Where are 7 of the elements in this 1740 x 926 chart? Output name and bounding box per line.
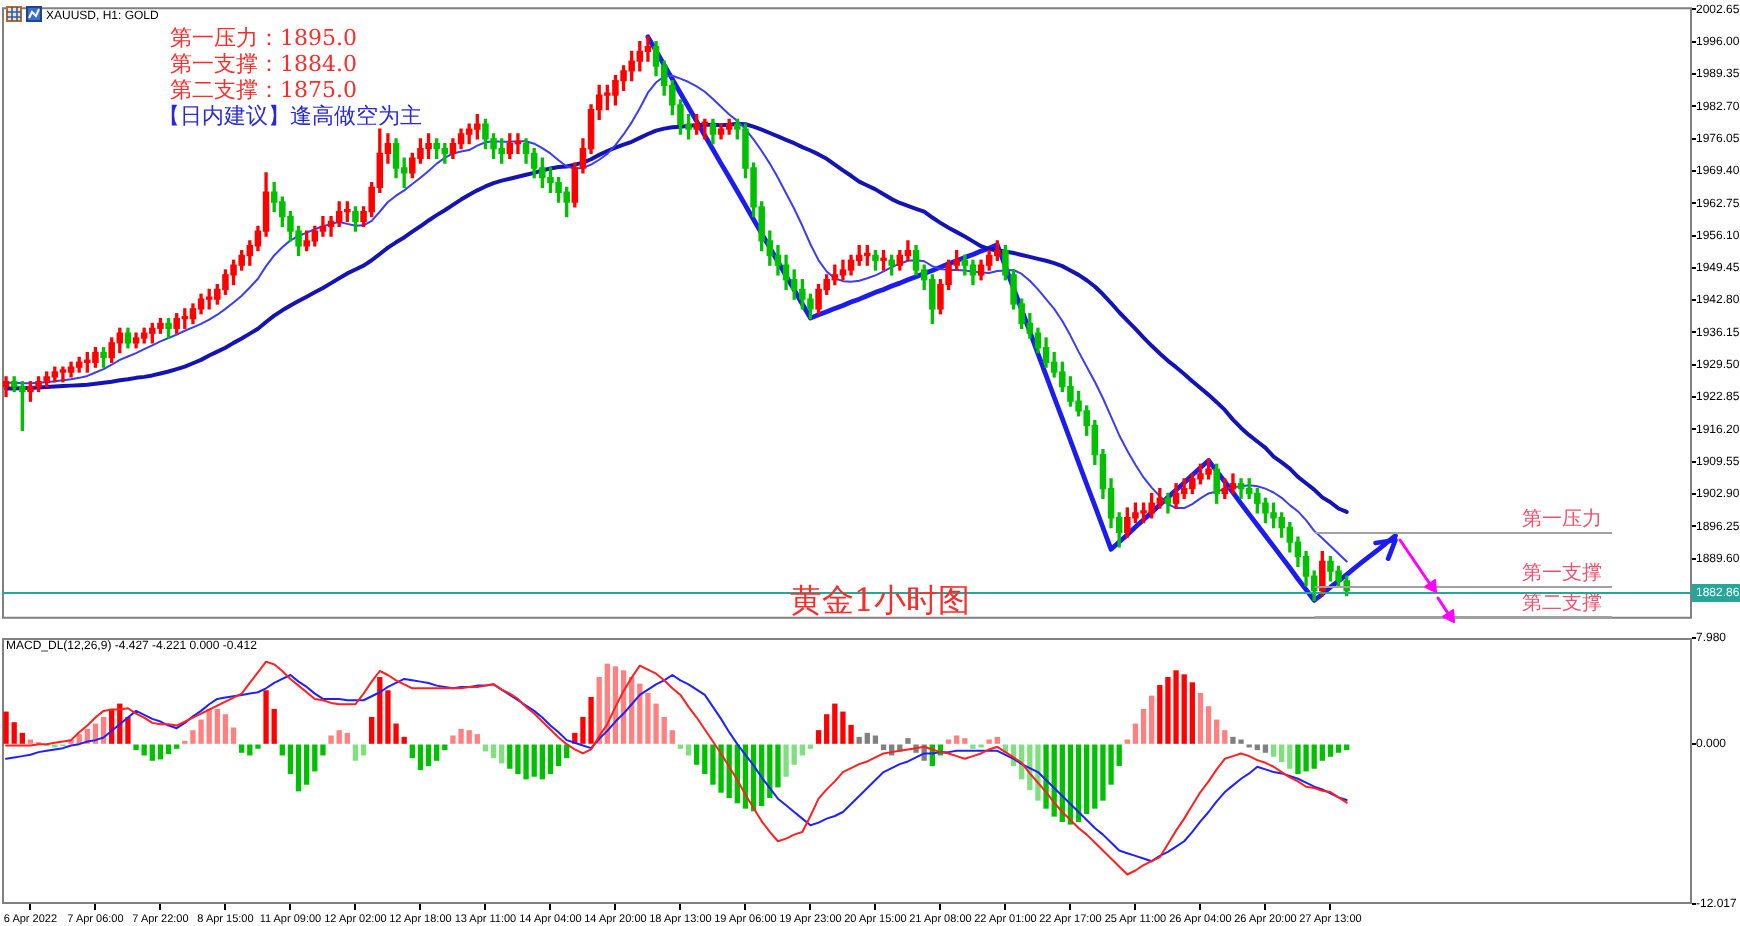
ref-line-label: 第一支撑 — [1522, 561, 1602, 586]
ref-line-label: 第二支撑 — [1522, 591, 1602, 616]
ref-line-label: 第一压力 — [1522, 507, 1602, 532]
annotation: 第二支撑：1875.0 — [170, 77, 357, 104]
annotation: 【日内建议】逢高做空为主 — [158, 103, 422, 130]
annotation: 第一压力：1895.0 — [170, 25, 357, 52]
annotation: 第一支撑：1884.0 — [170, 51, 357, 78]
